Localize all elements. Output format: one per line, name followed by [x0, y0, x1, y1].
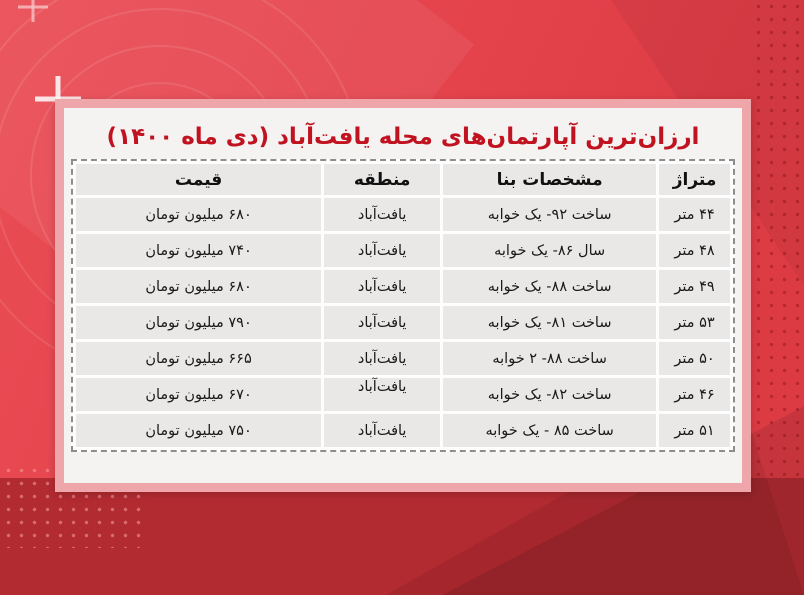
- plus-icon-small: [18, 0, 48, 22]
- region-cell: یافت‌آباد: [324, 198, 441, 231]
- price-table-frame: متراژ مشخصات بنا منطقه قیمت ۴۴ متر ساخت ۹…: [71, 159, 735, 452]
- price-cell: ۷۵۰ میلیون تومان: [76, 414, 322, 447]
- table-row: ۴۸ متر سال ۸۶- یک خوابه یافت‌آباد ۷۴۰ میلیو…: [76, 234, 730, 267]
- area-cell: ۴۶ متر: [659, 378, 730, 411]
- specs-cell: ساخت ۸۵ - یک خوابه: [443, 414, 657, 447]
- table-row: ۴۶ متر ساخت ۸۲- یک خوابه یافت‌آباد ۶۷۰ میلی…: [76, 378, 730, 411]
- specs-cell: ساخت ۸۸- یک خوابه: [443, 270, 657, 303]
- price-cell: ۶۶۵ میلیون تومان: [76, 342, 322, 375]
- specs-cell: سال ۸۶- یک خوابه: [443, 234, 657, 267]
- area-cell: ۴۸ متر: [659, 234, 730, 267]
- price-table: متراژ مشخصات بنا منطقه قیمت ۴۴ متر ساخت ۹…: [73, 161, 733, 450]
- region-cell: یافت‌آباد: [324, 234, 441, 267]
- page-title: ارزان‌ترین آپارتمان‌های محله یافت‌آباد (…: [106, 124, 700, 150]
- column-header-region: منطقه: [324, 164, 441, 195]
- region-cell: یافت‌آباد: [324, 378, 441, 411]
- table-row: ۵۳ متر ساخت ۸۱- یک خوابه یافت‌آباد ۷۹۰ میلی…: [76, 306, 730, 339]
- column-header-price: قیمت: [76, 164, 322, 195]
- specs-cell: ساخت ۸۸- ۲ خوابه: [443, 342, 657, 375]
- price-cell: ۷۹۰ میلیون تومان: [76, 306, 322, 339]
- specs-cell: ساخت ۸۱- یک خوابه: [443, 306, 657, 339]
- table-row: ۵۰ متر ساخت ۸۸- ۲ خوابه یافت‌آباد ۶۶۵ میلیو…: [76, 342, 730, 375]
- specs-cell: ساخت ۹۲- یک خوابه: [443, 198, 657, 231]
- price-cell: ۶۷۰ میلیون تومان: [76, 378, 322, 411]
- table-body: ۴۴ متر ساخت ۹۲- یک خوابه یافت‌آباد ۶۸۰ میلی…: [76, 198, 730, 447]
- dark-bottom-strip: [0, 478, 804, 595]
- area-cell: ۴۴ متر: [659, 198, 730, 231]
- region-cell: یافت‌آباد: [324, 414, 441, 447]
- column-header-area: متراژ: [659, 164, 730, 195]
- column-header-specs: مشخصات بنا: [443, 164, 657, 195]
- table-row: ۴۹ متر ساخت ۸۸- یک خوابه یافت‌آباد ۶۸۰ میلی…: [76, 270, 730, 303]
- dot-grid-right: [752, 0, 804, 476]
- area-cell: ۵۱ متر: [659, 414, 730, 447]
- table-row: ۵۱ متر ساخت ۸۵ - یک خوابه یافت‌آباد ۷۵۰ میل…: [76, 414, 730, 447]
- area-cell: ۵۳ متر: [659, 306, 730, 339]
- price-cell: ۶۸۰ میلیون تومان: [76, 270, 322, 303]
- region-cell: یافت‌آباد: [324, 342, 441, 375]
- table-header-row: متراژ مشخصات بنا منطقه قیمت: [76, 164, 730, 195]
- region-cell: یافت‌آباد: [324, 306, 441, 339]
- price-cell: ۶۸۰ میلیون تومان: [76, 198, 322, 231]
- region-cell: یافت‌آباد: [324, 270, 441, 303]
- specs-cell: ساخت ۸۲- یک خوابه: [443, 378, 657, 411]
- infographic-card: ارزان‌ترین آپارتمان‌های محله یافت‌آباد (…: [55, 99, 751, 492]
- price-cell: ۷۴۰ میلیون تومان: [76, 234, 322, 267]
- area-cell: ۴۹ متر: [659, 270, 730, 303]
- table-row: ۴۴ متر ساخت ۹۲- یک خوابه یافت‌آباد ۶۸۰ میلی…: [76, 198, 730, 231]
- area-cell: ۵۰ متر: [659, 342, 730, 375]
